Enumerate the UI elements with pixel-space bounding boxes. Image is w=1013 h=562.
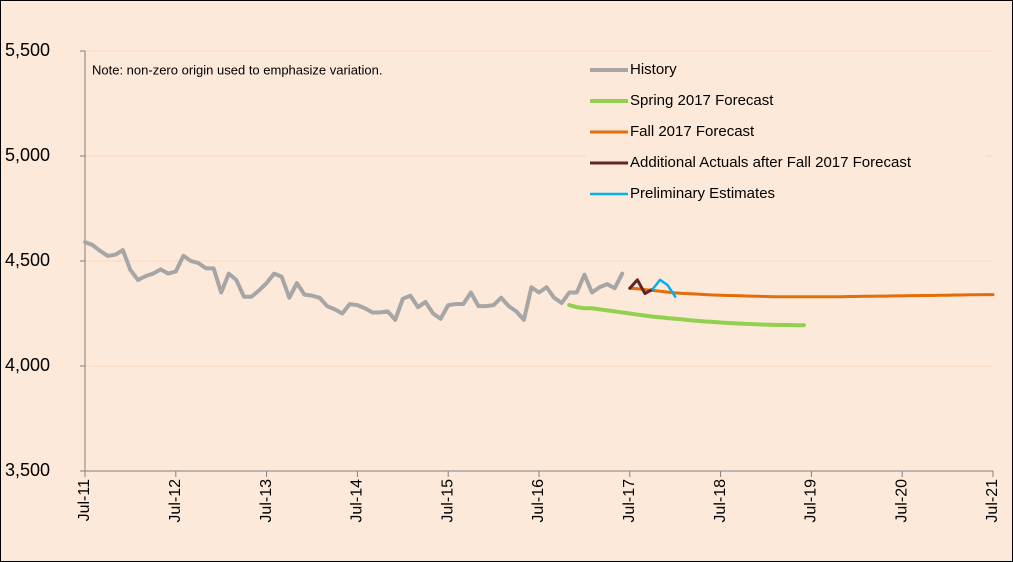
x-tick-label: Jul-13 (258, 479, 275, 523)
series-line (628, 278, 654, 296)
series-line (83, 240, 625, 322)
x-tick-label: Jul-17 (621, 479, 638, 523)
legend-label: Additional Actuals after Fall 2017 Forec… (630, 154, 912, 171)
legend-bg (586, 183, 986, 205)
x-tick-label: Jul-19 (803, 479, 820, 523)
x-tick-label: Jul-15 (439, 479, 456, 523)
x-tick-label: Jul-11 (76, 479, 93, 521)
legend-bg (586, 59, 986, 81)
legend-bg (586, 121, 986, 143)
legend-label: Spring 2017 Forecast (630, 92, 774, 109)
legend-bg (586, 152, 986, 174)
y-tick-label: 5,000 (5, 145, 50, 165)
legend-label: History (630, 61, 677, 78)
x-tick-label: Jul-18 (712, 479, 729, 523)
legend-label: Preliminary Estimates (630, 185, 775, 202)
x-tick-label: Jul-12 (167, 479, 184, 523)
x-tick-label: Jul-16 (530, 479, 547, 523)
legend-bg (586, 90, 986, 112)
x-tick-label: Jul-20 (893, 479, 910, 523)
series-line (628, 286, 995, 299)
y-tick-label: 5,500 (5, 40, 50, 60)
y-tick-label: 3,500 (5, 460, 50, 480)
x-tick-label: Jul-14 (349, 479, 366, 523)
series-line (651, 278, 677, 298)
y-tick-label: 4,500 (5, 250, 50, 270)
y-tick-label: 4,000 (5, 355, 50, 375)
x-tick-label: Jul-21 (984, 479, 1001, 523)
legend-label: Fall 2017 Forecast (630, 123, 755, 140)
series-line (567, 303, 806, 328)
annotation: Note: non-zero origin used to emphasize … (92, 62, 383, 77)
